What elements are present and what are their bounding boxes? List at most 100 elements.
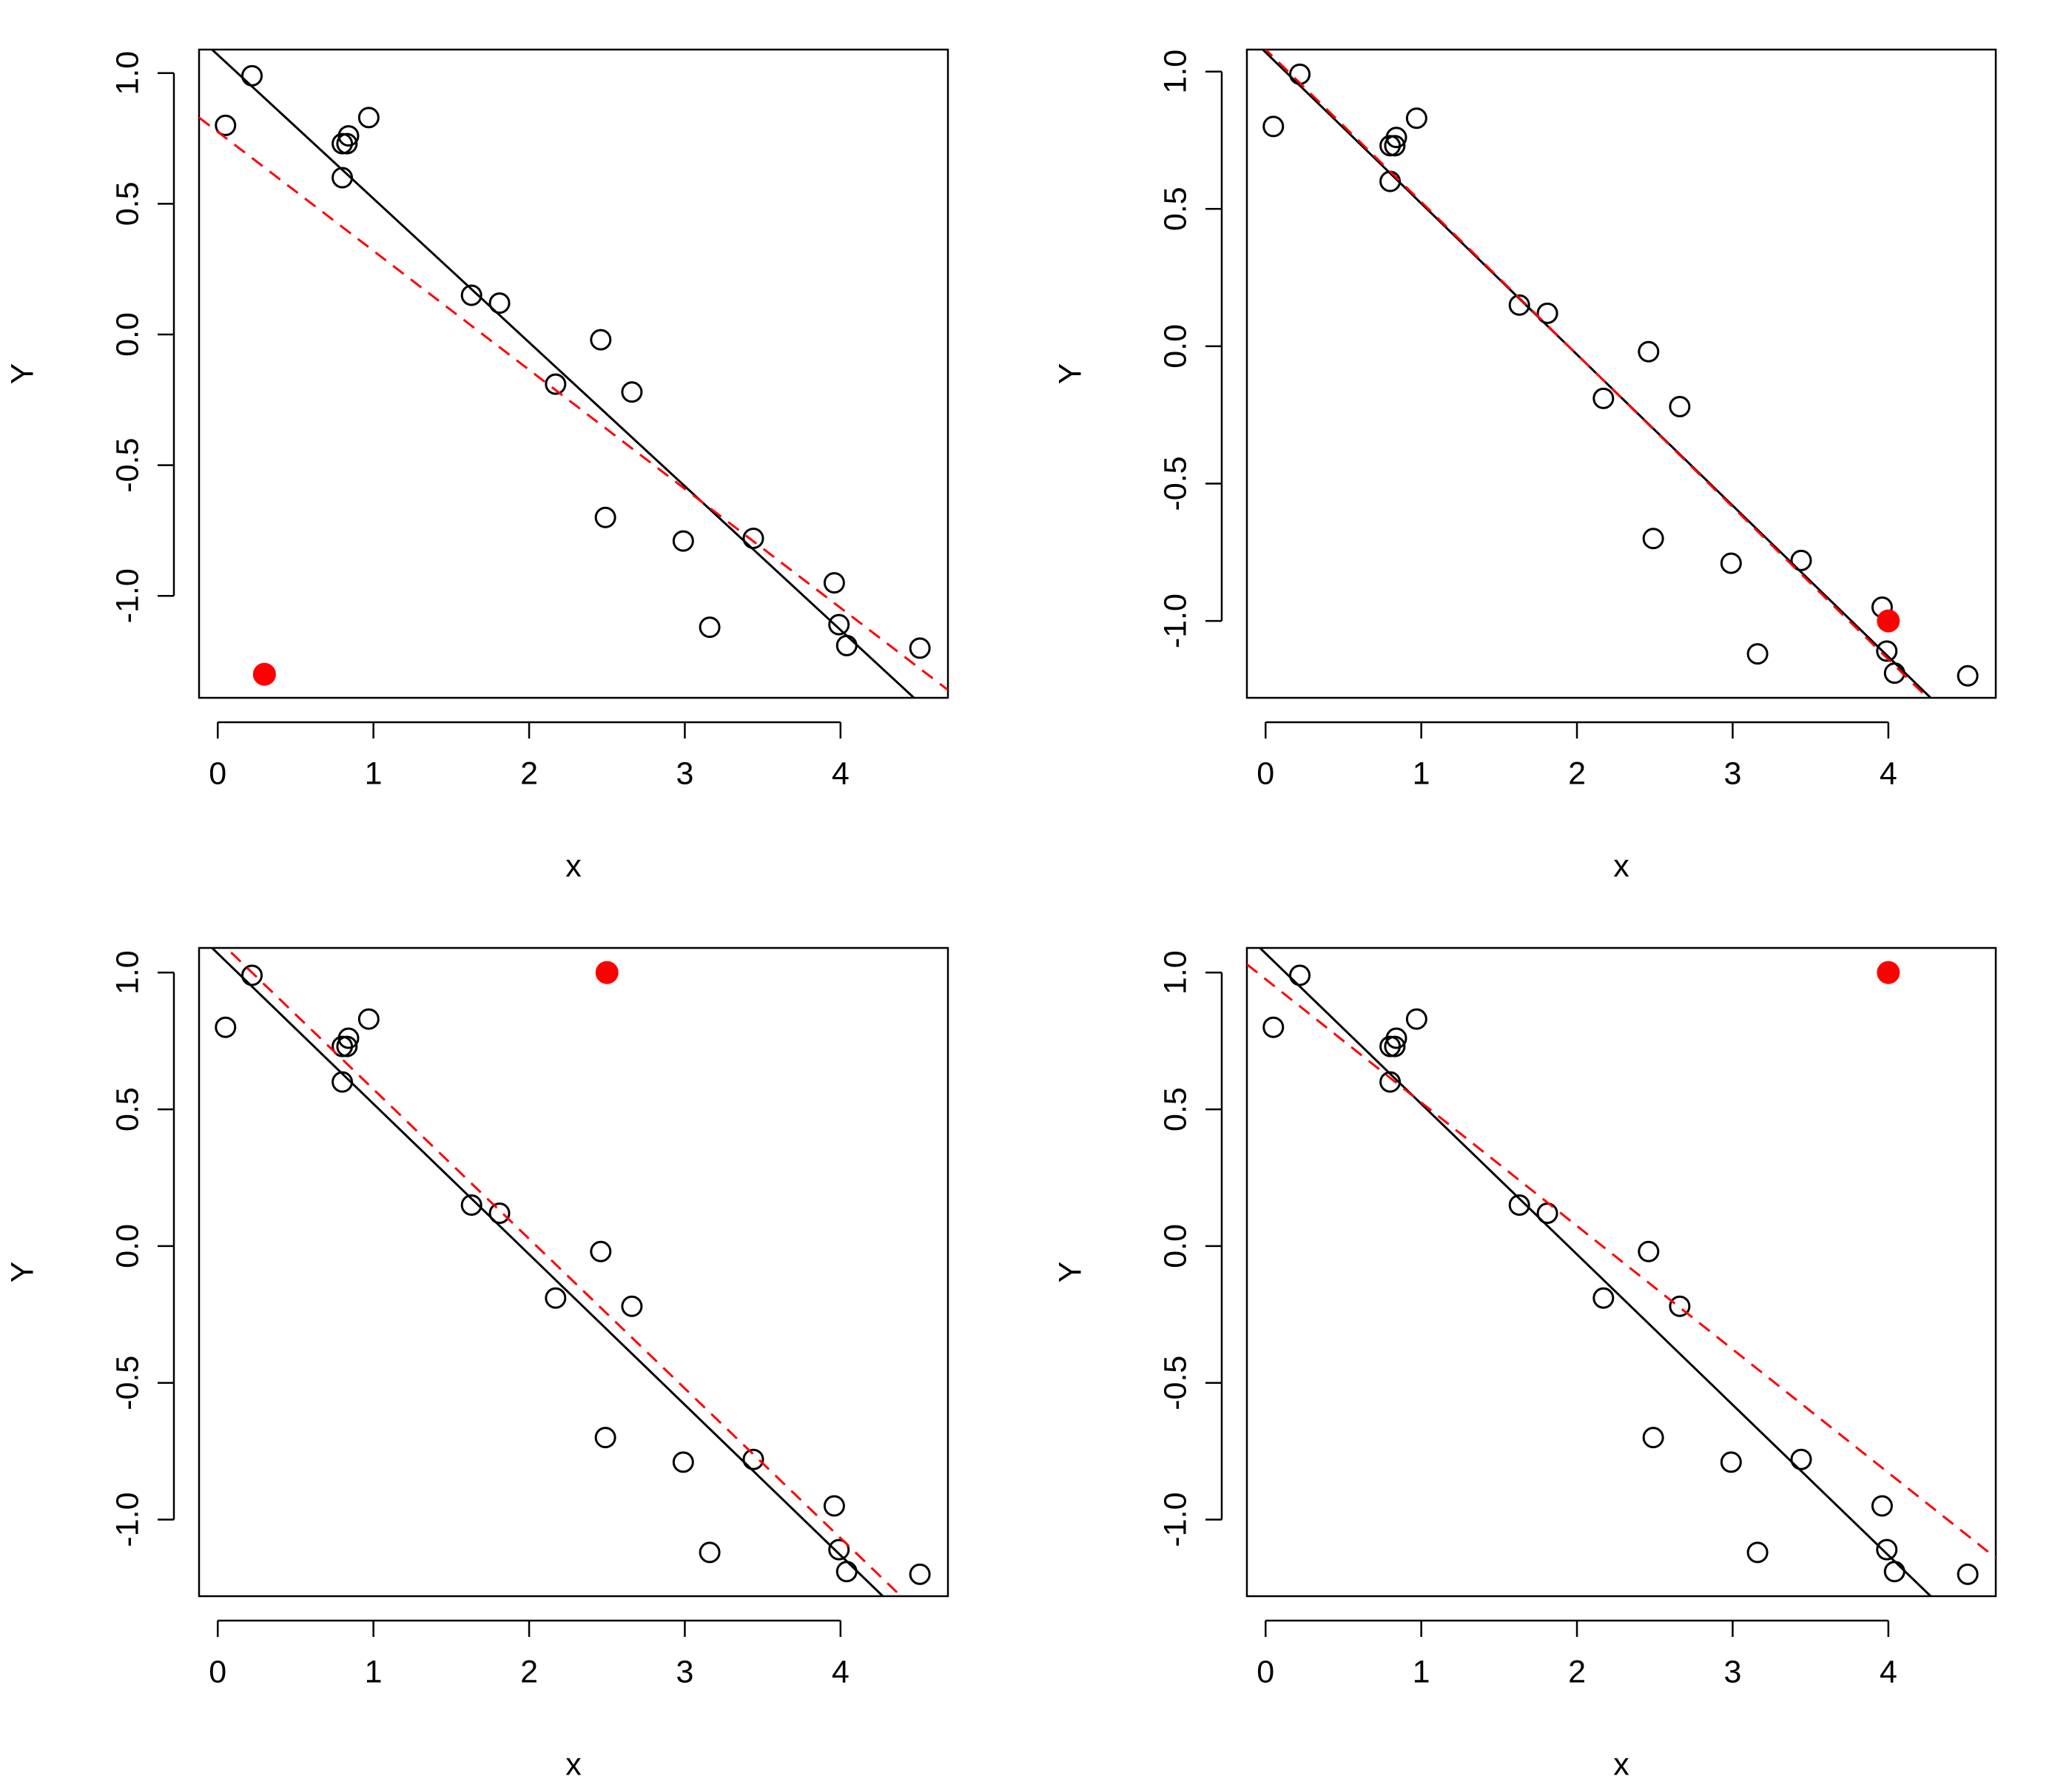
point: [835, 634, 858, 656]
x-tick-label: 3: [676, 1654, 693, 1689]
point: [594, 1427, 616, 1449]
point: [1746, 643, 1769, 665]
y-tick-label: 0.0: [1157, 1224, 1193, 1268]
y-tick-label: 0.0: [110, 312, 145, 357]
point: [357, 107, 380, 129]
x-axis-label: x: [565, 848, 582, 884]
point: [699, 1541, 721, 1564]
x-tick-label: 4: [1880, 1654, 1897, 1689]
highlight-point: [1877, 609, 1900, 633]
point: [1289, 964, 1311, 986]
point: [1876, 640, 1898, 662]
point: [621, 1295, 643, 1317]
plot-frame: [1245, 48, 1997, 699]
point: [1508, 1194, 1530, 1216]
point: [1592, 387, 1615, 409]
point: [488, 292, 511, 314]
x-tick-label: 0: [209, 1654, 226, 1689]
x-tick-label: 2: [1568, 756, 1586, 791]
point: [460, 284, 482, 306]
y-tick-label: 0.5: [1157, 1087, 1193, 1131]
point: [1289, 63, 1311, 85]
point: [909, 637, 931, 659]
point: [1957, 665, 1979, 687]
x-tick-label: 4: [1880, 756, 1897, 791]
plot-frame: [198, 946, 949, 1598]
plot-frame: [1245, 946, 1997, 1598]
point: [1669, 396, 1691, 418]
point: [545, 1287, 567, 1309]
x-tick-label: 1: [365, 756, 383, 791]
x-axis-label: x: [1613, 1746, 1629, 1776]
point: [460, 1194, 482, 1216]
point: [835, 1561, 858, 1583]
y-tick-label: 0.5: [110, 182, 145, 226]
point: [1957, 1563, 1979, 1585]
point: [742, 528, 764, 550]
panel: 0 1 2 3 4 -1.0 -0.5 0.0 0.5 1.0 x Y: [4, 946, 949, 1776]
highlight-point: [595, 961, 619, 984]
point: [357, 1008, 380, 1030]
point: [215, 114, 237, 136]
x-tick-label: 2: [520, 1654, 538, 1689]
y-axis-label: Y: [1052, 1262, 1088, 1283]
x-tick-label: 0: [1257, 756, 1274, 791]
y-tick-label: -0.5: [110, 438, 145, 493]
fit-line: [210, 948, 885, 1596]
panel: 0 1 2 3 4 -1.0 -0.5 0.0 0.5 1.0 x Y: [1052, 946, 1997, 1776]
point: [1405, 1008, 1427, 1030]
x-tick-label: 1: [1413, 756, 1430, 791]
panel: 0 1 2 3 4 -1.0 -0.5 0.0 0.5 1.0 x Y: [1052, 48, 1997, 884]
point: [590, 329, 612, 351]
point: [337, 125, 360, 147]
x-tick-label: 0: [1257, 1654, 1274, 1689]
fit-line: [1247, 963, 1996, 1559]
x-tick-label: 0: [209, 756, 226, 791]
point: [336, 132, 358, 155]
point: [828, 1538, 850, 1561]
point: [241, 964, 263, 986]
point: [1638, 1240, 1660, 1262]
point: [1642, 528, 1664, 550]
point: [1876, 1538, 1898, 1561]
y-tick-label: 1.0: [1157, 50, 1193, 94]
fit-line: [1258, 948, 1933, 1596]
point: [828, 613, 850, 636]
y-axis-label: Y: [4, 363, 40, 385]
point: [1385, 1027, 1407, 1049]
x-axis-label: x: [565, 1746, 582, 1776]
point: [336, 1035, 358, 1057]
x-tick-label: 1: [365, 1654, 383, 1689]
y-tick-label: -0.5: [1157, 1356, 1193, 1410]
y-tick-label: -1.0: [1157, 593, 1193, 648]
panel: 0 1 2 3 4 -1.0 -0.5 0.0 0.5 1.0 x Y: [4, 48, 949, 884]
y-tick-label: 0.0: [1157, 324, 1193, 369]
point: [215, 1016, 237, 1038]
y-axis-label: Y: [1052, 363, 1088, 385]
plot-frame: [198, 48, 949, 699]
x-tick-label: 4: [832, 756, 850, 791]
x-tick-label: 1: [1413, 1654, 1430, 1689]
point: [1883, 1561, 1906, 1583]
highlight-point: [252, 662, 276, 686]
point: [241, 64, 263, 87]
point: [1790, 549, 1812, 571]
x-tick-label: 2: [520, 756, 538, 791]
point: [1385, 127, 1407, 149]
point: [909, 1563, 931, 1585]
point: [594, 506, 616, 528]
point: [672, 530, 694, 552]
point: [1720, 1451, 1742, 1473]
fit-line: [1264, 50, 1930, 698]
point: [545, 373, 567, 395]
point: [1720, 552, 1742, 574]
x-tick-label: 2: [1568, 1654, 1586, 1689]
point: [1592, 1287, 1615, 1309]
point: [621, 381, 643, 403]
point: [1536, 302, 1558, 324]
point: [672, 1451, 694, 1473]
point: [1384, 135, 1406, 157]
point: [1405, 107, 1427, 130]
y-tick-label: -0.5: [1157, 456, 1193, 511]
